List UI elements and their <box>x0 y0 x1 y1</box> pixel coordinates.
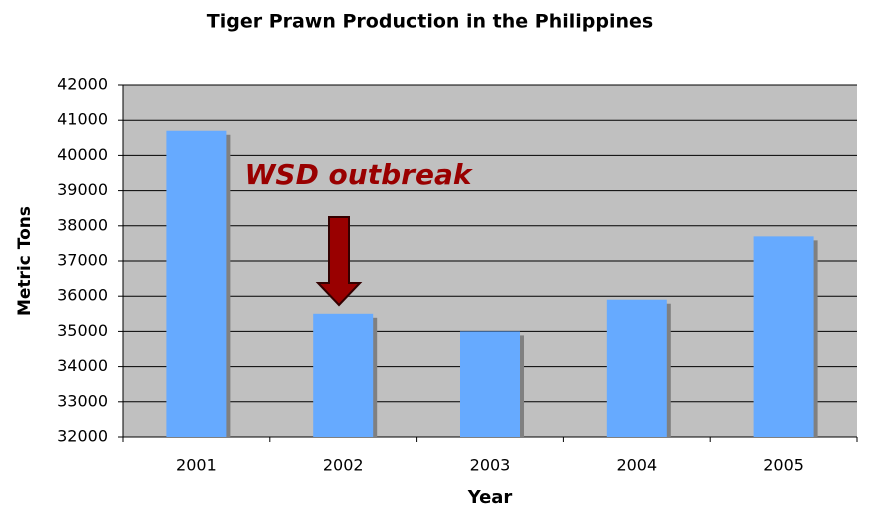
x-tick-label: 2003 <box>470 456 511 475</box>
annotation: WSD outbreak <box>245 158 474 191</box>
y-tick-label: 41000 <box>57 110 108 129</box>
y-tick-label: 33000 <box>57 391 108 410</box>
y-tick-label: 39000 <box>57 180 108 199</box>
y-tick-label: 40000 <box>57 145 108 164</box>
y-tick-label: 37000 <box>57 251 108 270</box>
x-tick-label: 2001 <box>176 456 217 475</box>
annotation-arrow <box>315 216 363 307</box>
y-tick-label: 42000 <box>57 75 108 94</box>
bar <box>460 331 520 437</box>
y-tick-label: 32000 <box>57 427 108 446</box>
y-axis-label: Metric Tons <box>15 206 35 316</box>
bar <box>753 236 814 437</box>
y-tick-label: 36000 <box>57 286 108 305</box>
chart-title: Tiger Prawn Production in the Philippine… <box>207 11 653 33</box>
y-tick-label: 35000 <box>57 321 108 340</box>
bar <box>313 313 374 437</box>
marks: 32000 33000 34000 35000 36000 37000 38000 39000… <box>57 75 858 475</box>
x-tick-label: 2002 <box>323 456 364 475</box>
y-tick-label: 38000 <box>57 215 108 234</box>
x-tick-label: 2005 <box>763 456 804 475</box>
x-tick-label: 2004 <box>616 456 657 475</box>
y-tick-label: 34000 <box>57 356 108 375</box>
bar <box>606 299 667 437</box>
bar <box>166 130 227 437</box>
x-axis-label: Year <box>467 487 513 508</box>
